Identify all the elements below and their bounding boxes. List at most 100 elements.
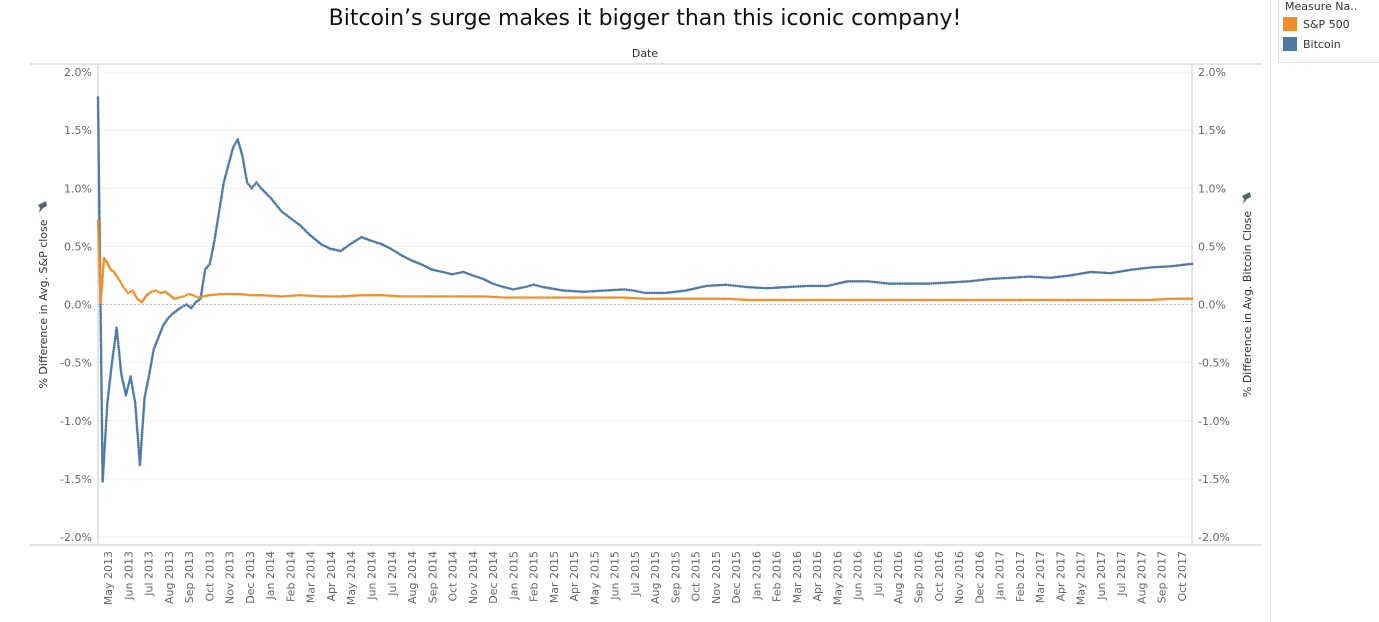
series-bitcoin-point <box>857 280 861 283</box>
series-s-p-500-point <box>414 295 418 298</box>
series-bitcoin-point <box>122 383 125 387</box>
series-bitcoin-point <box>116 335 119 338</box>
series-bitcoin-point <box>226 165 230 169</box>
series-bitcoin-point <box>108 378 112 382</box>
series-s-p-500-point <box>441 295 445 298</box>
legend-item-sp500[interactable]: S&P 500 <box>1279 14 1379 34</box>
series-s-p-500-point <box>614 296 617 299</box>
series-bitcoin-point <box>238 144 241 147</box>
series-s-p-500-point <box>1184 297 1187 301</box>
series-bitcoin-point <box>1028 275 1031 278</box>
series-bitcoin-point <box>757 286 760 290</box>
series-bitcoin-point <box>398 253 402 256</box>
series-s-p-500-point <box>486 295 490 298</box>
series-bitcoin-point <box>806 284 809 288</box>
series-s-p-500-point <box>600 296 604 299</box>
series-s-p-500-point <box>101 270 105 273</box>
series-s-p-500-point <box>970 298 974 302</box>
series-s-p-500-point <box>961 298 965 302</box>
series-bitcoin-point <box>832 283 835 286</box>
series-bitcoin-point <box>101 477 105 481</box>
series-bitcoin-point <box>618 288 622 291</box>
series-bitcoin-point <box>443 271 447 274</box>
series-bitcoin-point <box>1060 275 1063 278</box>
series-bitcoin-point <box>580 290 583 293</box>
series-s-p-500-point <box>507 296 510 299</box>
series-bitcoin-point <box>1044 276 1047 279</box>
series-s-p-500-point <box>702 297 706 301</box>
series-s-p-500-point <box>557 296 561 299</box>
series-bitcoin-point <box>220 192 224 195</box>
series-bitcoin-point <box>1137 267 1140 271</box>
series-s-p-500-point <box>652 297 656 301</box>
series-bitcoin-point <box>103 437 107 441</box>
series-s-p-500-point <box>966 298 969 302</box>
series-bitcoin-point <box>97 188 101 192</box>
series-bitcoin-point <box>219 201 222 204</box>
x-tick-label: Nov 2015 <box>710 551 723 604</box>
series-bitcoin-point <box>134 408 138 412</box>
legend-label-bitcoin: Bitcoin <box>1303 37 1341 51</box>
series-bitcoin-point <box>100 431 104 435</box>
series-bitcoin-point <box>1126 269 1129 272</box>
series-bitcoin-point <box>102 459 106 463</box>
legend-item-bitcoin[interactable]: Bitcoin <box>1279 34 1379 54</box>
series-s-p-500-point <box>943 298 947 302</box>
series-s-p-500-point <box>98 281 102 284</box>
series-s-p-500-point <box>117 277 120 281</box>
series-bitcoin-point <box>648 291 651 295</box>
series-s-p-500-point <box>1046 298 1050 302</box>
series-bitcoin-point <box>96 116 100 119</box>
series-bitcoin-point <box>141 420 145 423</box>
series-bitcoin-point <box>347 244 350 247</box>
series-bitcoin-point <box>560 288 564 292</box>
series-bitcoin-point <box>146 381 149 385</box>
series-bitcoin-point <box>99 336 103 340</box>
series-bitcoin-point <box>99 343 103 346</box>
series-bitcoin-point <box>955 280 958 284</box>
series-bitcoin-point <box>104 433 107 436</box>
series-bitcoin-point <box>97 171 101 174</box>
series-bitcoin-point <box>142 413 145 417</box>
series-s-p-500-point <box>603 296 606 299</box>
series-bitcoin-point <box>118 361 122 365</box>
series-bitcoin-point <box>1014 276 1017 279</box>
series-bitcoin-point <box>191 304 194 308</box>
series-bitcoin-point <box>139 452 142 456</box>
series-s-p-500-point <box>268 294 272 298</box>
series-bitcoin-point <box>104 435 107 439</box>
series-bitcoin-point <box>97 151 100 154</box>
series-bitcoin-point <box>245 181 249 184</box>
series-bitcoin-point <box>1100 271 1104 274</box>
series-bitcoin-point <box>435 269 438 272</box>
series-s-p-500-point <box>131 289 134 292</box>
series-bitcoin-point <box>150 358 154 361</box>
series-s-p-500-point <box>129 290 132 294</box>
series-bitcoin-point <box>97 131 100 135</box>
series-s-p-500-point <box>308 294 311 298</box>
series-bitcoin-point <box>475 275 479 279</box>
series-bitcoin-point <box>752 286 755 289</box>
series-bitcoin-point <box>99 349 103 353</box>
series-s-p-500-point <box>548 296 552 299</box>
series-bitcoin-point <box>120 377 124 380</box>
series-s-p-500-point <box>641 297 644 300</box>
series-bitcoin-point <box>216 219 219 222</box>
series-bitcoin-point <box>126 387 129 391</box>
series-s-p-500-point <box>97 234 100 238</box>
series-bitcoin-point <box>894 282 897 285</box>
series-bitcoin-point <box>819 284 822 288</box>
series-bitcoin-point <box>99 347 103 351</box>
series-s-p-500-point <box>598 296 602 299</box>
series-s-p-500-point <box>857 298 861 302</box>
series-s-p-500-point <box>648 297 651 301</box>
legend[interactable]: Measure Na.. S&P 500 Bitcoin <box>1278 0 1379 63</box>
series-s-p-500-point <box>625 296 628 300</box>
series-bitcoin-point <box>97 133 100 137</box>
series-s-p-500-point <box>787 298 791 302</box>
series-bitcoin-point <box>100 393 103 397</box>
series-bitcoin-point <box>252 185 255 188</box>
series-bitcoin-point <box>1121 269 1125 273</box>
series-bitcoin-point <box>675 290 678 293</box>
series-bitcoin-point <box>238 146 242 149</box>
